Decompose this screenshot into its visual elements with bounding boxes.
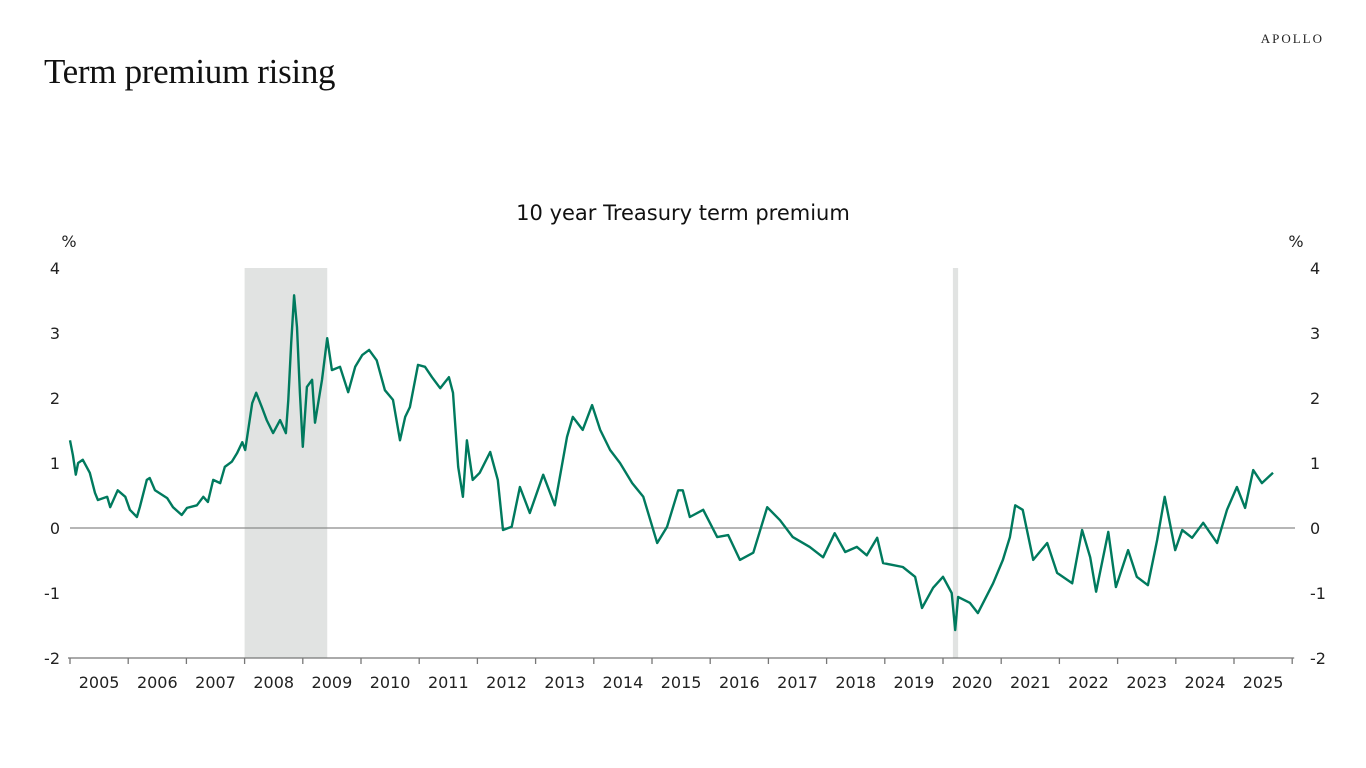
x-tick-label: 2022 bbox=[1068, 673, 1109, 692]
y-tick-label-left: 3 bbox=[50, 324, 60, 343]
x-tick-label: 2014 bbox=[603, 673, 644, 692]
y-tick-label-left: -2 bbox=[44, 649, 60, 668]
y-tick-label-right: 1 bbox=[1310, 454, 1320, 473]
recession-band-0 bbox=[244, 268, 328, 658]
x-tick-label: 2021 bbox=[1010, 673, 1051, 692]
y-tick-label-left: 1 bbox=[50, 454, 60, 473]
y-tick-label-right: -2 bbox=[1310, 649, 1326, 668]
y-tick-label-left: -1 bbox=[44, 584, 60, 603]
x-tick-label: 2008 bbox=[253, 673, 294, 692]
recession-band-1 bbox=[952, 268, 959, 658]
x-tick-label: 2011 bbox=[428, 673, 469, 692]
y-tick-label-right: 0 bbox=[1310, 519, 1320, 538]
x-tick-label: 2024 bbox=[1185, 673, 1226, 692]
y-tick-label-right: 3 bbox=[1310, 324, 1320, 343]
x-tick-label: 2020 bbox=[952, 673, 993, 692]
x-tick-label: 2005 bbox=[79, 673, 120, 692]
y-tick-label-right: 2 bbox=[1310, 389, 1320, 408]
chart-title: 10 year Treasury term premium bbox=[516, 201, 850, 225]
x-tick-label: 2023 bbox=[1126, 673, 1167, 692]
x-tick-label: 2025 bbox=[1243, 673, 1284, 692]
x-tick-label: 2007 bbox=[195, 673, 236, 692]
y-axis-label-right: % bbox=[1288, 232, 1303, 251]
x-tick-label: 2013 bbox=[544, 673, 585, 692]
x-tick-label: 2012 bbox=[486, 673, 527, 692]
x-tick-label: 2009 bbox=[312, 673, 353, 692]
y-tick-label-left: 4 bbox=[50, 259, 60, 278]
x-tick-label: 2006 bbox=[137, 673, 178, 692]
y-tick-label-left: 0 bbox=[50, 519, 60, 538]
x-tick-label: 2015 bbox=[661, 673, 702, 692]
x-tick-label: 2019 bbox=[894, 673, 935, 692]
recession-shading bbox=[244, 268, 959, 658]
y-tick-label-left: 2 bbox=[50, 389, 60, 408]
x-tick-label: 2017 bbox=[777, 673, 818, 692]
x-tick-label: 2016 bbox=[719, 673, 760, 692]
page-title: Term premium rising bbox=[44, 52, 336, 91]
y-tick-label-right: 4 bbox=[1310, 259, 1320, 278]
x-tick-label: 2010 bbox=[370, 673, 411, 692]
y-axis-label-left: % bbox=[61, 232, 76, 251]
y-tick-label-right: -1 bbox=[1310, 584, 1326, 603]
apollo-logo: APOLLO bbox=[1260, 31, 1324, 46]
x-tick-label: 2018 bbox=[835, 673, 876, 692]
term-premium-line bbox=[68, 294, 1274, 632]
